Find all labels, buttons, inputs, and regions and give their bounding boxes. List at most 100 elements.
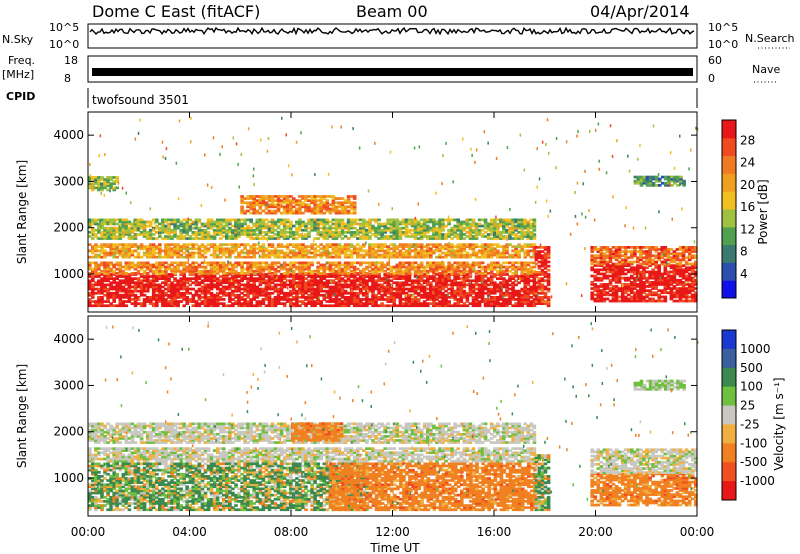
- x-tick-label: 20:00: [578, 525, 613, 539]
- x-tick-label: 04:00: [172, 525, 207, 539]
- echo-region: [88, 462, 369, 512]
- echo-region: [590, 264, 698, 303]
- y-tick-label: 3000: [53, 378, 84, 392]
- colorbar-swatch: [722, 405, 736, 425]
- date-title: 04/Apr/2014: [590, 2, 690, 21]
- colorbar-swatch: [722, 209, 736, 228]
- station-title: Dome C East (fitACF): [92, 2, 260, 21]
- colorbar-tick-label: 20: [740, 178, 755, 192]
- scatter-echoes: [92, 321, 699, 505]
- nsearch-label: N.Search: [745, 32, 795, 45]
- power-colorbar: 4 8 12 16 20 24 28: [721, 119, 755, 299]
- nsky-tick-top: 10^5: [49, 21, 79, 34]
- nave-tick-bottom: 0: [708, 72, 715, 85]
- colorbar-swatch: [722, 155, 736, 174]
- colorbar-swatch: [722, 424, 736, 444]
- colorbar-tick-label: 24: [740, 156, 755, 170]
- echo-region: [534, 454, 551, 512]
- colorbar-swatch: [722, 330, 736, 350]
- colorbar-tick-label: -25: [740, 417, 760, 431]
- y-tick-label: 4000: [53, 332, 84, 346]
- echo-region: [534, 246, 551, 308]
- colorbar-swatch: [722, 173, 736, 192]
- colorbar-swatch: [722, 386, 736, 407]
- colorbar-tick-label: -100: [740, 436, 767, 450]
- nsearch-tick-top: 10^5: [708, 21, 738, 34]
- colorbar-swatch: [722, 262, 736, 281]
- y-tick-label: 2000: [53, 425, 84, 439]
- cpid-strip: CPID twofsound 3501: [6, 88, 698, 108]
- power-panel: 1000 2000 3000 4000 Slant Range [km]: [15, 111, 699, 313]
- colorbar-swatch: [722, 348, 736, 369]
- freq-strip: Freq. [MHz] 18 8 60 0 Nave: [2, 54, 780, 85]
- echo-region: [88, 273, 537, 308]
- echo-region: [590, 472, 698, 507]
- colorbar-tick-label: 8: [740, 245, 748, 259]
- colorbar-swatch: [722, 443, 736, 463]
- colorbar-swatch: [722, 137, 736, 157]
- y-tick-label: 1000: [53, 267, 84, 281]
- colorbar-swatch: [722, 462, 736, 482]
- colorbar-tick-label: 100: [740, 380, 763, 394]
- freq-label-2: [MHz]: [2, 68, 34, 81]
- velocity-colorbar: 1000 500 100 25 -25 -100 -500 -1000: [721, 329, 775, 501]
- freq-trace: [92, 68, 693, 76]
- velocity-panel: 1000 2000 3000 4000 Slant Range [km]: [15, 315, 699, 517]
- echo-region: [88, 218, 537, 240]
- colorbar-swatch: [722, 481, 736, 501]
- y-tick-label: 3000: [53, 174, 84, 188]
- colorbar-tick-label: 1000: [740, 342, 771, 356]
- colorbar-tick-label: -500: [740, 455, 767, 469]
- colorbar-frame: [721, 329, 737, 501]
- x-tick-label: 00:00: [71, 525, 106, 539]
- colorbar-swatch: [722, 120, 736, 139]
- y-tick-label: 1000: [53, 471, 84, 485]
- freq-label-1: Freq.: [8, 54, 35, 67]
- echo-region: [291, 422, 344, 442]
- colorbar-swatch: [722, 226, 736, 246]
- echo-region: [590, 448, 698, 474]
- colorbar-swatch: [722, 367, 736, 388]
- echo-region: [633, 175, 686, 187]
- nave-label: Nave: [752, 63, 780, 76]
- echo-region: [88, 447, 537, 463]
- x-tick-label: 08:00: [274, 525, 309, 539]
- colorbar-tick-label: 500: [740, 361, 763, 375]
- colorbar-tick-label: 12: [740, 222, 755, 236]
- y-tick-label: 4000: [53, 128, 84, 142]
- scatter-echoes: [89, 116, 699, 301]
- colorbar-tick-label: 16: [740, 200, 755, 214]
- echo-region: [633, 379, 686, 391]
- colorbar-swatch: [722, 280, 736, 299]
- x-tick-labels: 00:00 04:00 08:00 12:00 16:00 20:00 00:00: [71, 525, 715, 539]
- x-tick-label: 12:00: [375, 525, 410, 539]
- echo-region: [88, 176, 119, 192]
- nsky-trace: [89, 26, 695, 36]
- y-tick-label: 2000: [53, 221, 84, 235]
- nave-tick-top: 60: [708, 54, 722, 67]
- nsky-label: N.Sky: [2, 33, 34, 46]
- echo-region: [240, 195, 357, 215]
- x-tick-label: 00:00: [680, 525, 715, 539]
- nsky-frame: [87, 23, 698, 49]
- colorbar-frame: [721, 119, 737, 299]
- power-y-label: Slant Range [km]: [15, 160, 29, 264]
- cpid-value: twofsound 3501: [92, 93, 189, 107]
- nsky-tick-bottom: 10^0: [49, 38, 79, 51]
- velocity-colorbar-label: Velocity [m s⁻¹]: [772, 377, 786, 470]
- freq-tick-top: 18: [64, 54, 78, 67]
- velocity-echoes: [88, 321, 699, 512]
- nsky-strip: N.Sky 10^5 10^0 10^5 10^0 N.Search: [2, 21, 795, 51]
- freq-tick-bottom: 8: [64, 72, 71, 85]
- x-axis-label: Time UT: [369, 541, 420, 554]
- power-echoes: [88, 116, 699, 308]
- colorbar-swatch: [722, 191, 736, 210]
- colorbar-tick-label: 25: [740, 399, 755, 413]
- nsearch-tick-bottom: 10^0: [708, 38, 738, 51]
- colorbar-swatch: [722, 244, 736, 263]
- echo-region: [88, 243, 537, 259]
- colorbar-tick-label: 28: [740, 133, 755, 147]
- cpid-label: CPID: [6, 90, 35, 103]
- x-tick-label: 16:00: [477, 525, 512, 539]
